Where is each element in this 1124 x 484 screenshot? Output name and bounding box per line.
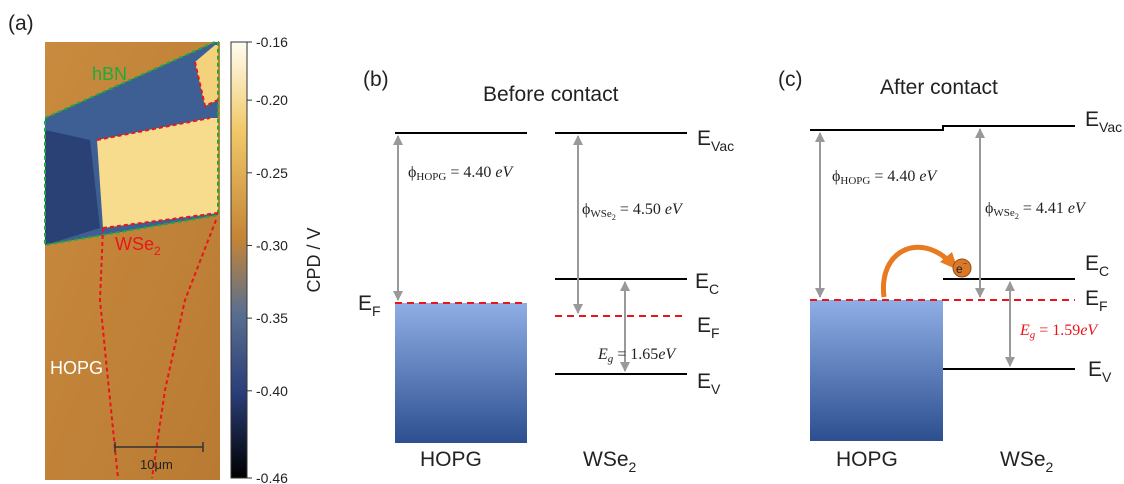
colorbar-tick-label: -0.46: [256, 470, 288, 484]
material-label: HOPG: [836, 448, 898, 471]
band-gap: Eg = 1.65eV: [597, 346, 677, 365]
electron: [952, 258, 972, 278]
material-label: WSe2: [1000, 448, 1054, 475]
work-function: ϕHOPG = 4.40 eV: [832, 168, 939, 187]
work-function: ϕWSe2 = 4.41 eV: [985, 200, 1087, 221]
hopg-label: HOPG: [50, 358, 103, 378]
colorbar-tick-label: -0.20: [256, 92, 288, 108]
colorbar-tick-label: -0.30: [256, 237, 288, 253]
hbn-label: hBN: [92, 64, 127, 84]
colorbar-tick-label: -0.35: [256, 310, 288, 326]
ev-label: EV: [1088, 358, 1112, 385]
colorbar-tick-label: -0.40: [256, 383, 288, 399]
transfer-arrow: [880, 244, 952, 298]
ef-label: EF: [358, 292, 381, 319]
panel-title: Before contact: [483, 83, 619, 106]
panel-label: (b): [363, 68, 389, 91]
panel-label: (c): [778, 68, 803, 91]
colorbar: [230, 41, 248, 479]
vacuum-level: [810, 125, 1075, 131]
evac-label: EVac: [697, 127, 734, 154]
scale-bar-label: 10μm: [140, 457, 173, 472]
ef-label: EF: [1085, 287, 1108, 314]
colorbar-tick-label: -0.16: [256, 34, 288, 50]
material-label: WSe2: [583, 448, 637, 475]
ec-label: EC: [695, 270, 719, 297]
ef-label: EF: [697, 314, 720, 341]
wse2-label: WSe2: [115, 234, 161, 258]
electron-label: e⁻: [956, 260, 968, 276]
colorbar-title: CPD / V: [304, 227, 324, 292]
work-function: ϕWSe2 = 4.50 eV: [582, 201, 684, 222]
evac-label: EVac: [1085, 108, 1122, 135]
colorbar-tick-label: -0.25: [256, 165, 288, 181]
panel-title: After contact: [880, 76, 998, 99]
work-function: ϕHOPG = 4.40 eV: [408, 164, 515, 183]
hopg-block: [810, 300, 943, 441]
band-gap: Eg = 1.59eV: [1019, 322, 1099, 341]
ev-label: EV: [697, 370, 721, 397]
kpfm-map: [44, 41, 220, 480]
panel-label: (a): [8, 12, 34, 35]
material-label: HOPG: [420, 448, 482, 471]
ec-label: EC: [1085, 252, 1109, 279]
hopg-block: [395, 303, 527, 443]
